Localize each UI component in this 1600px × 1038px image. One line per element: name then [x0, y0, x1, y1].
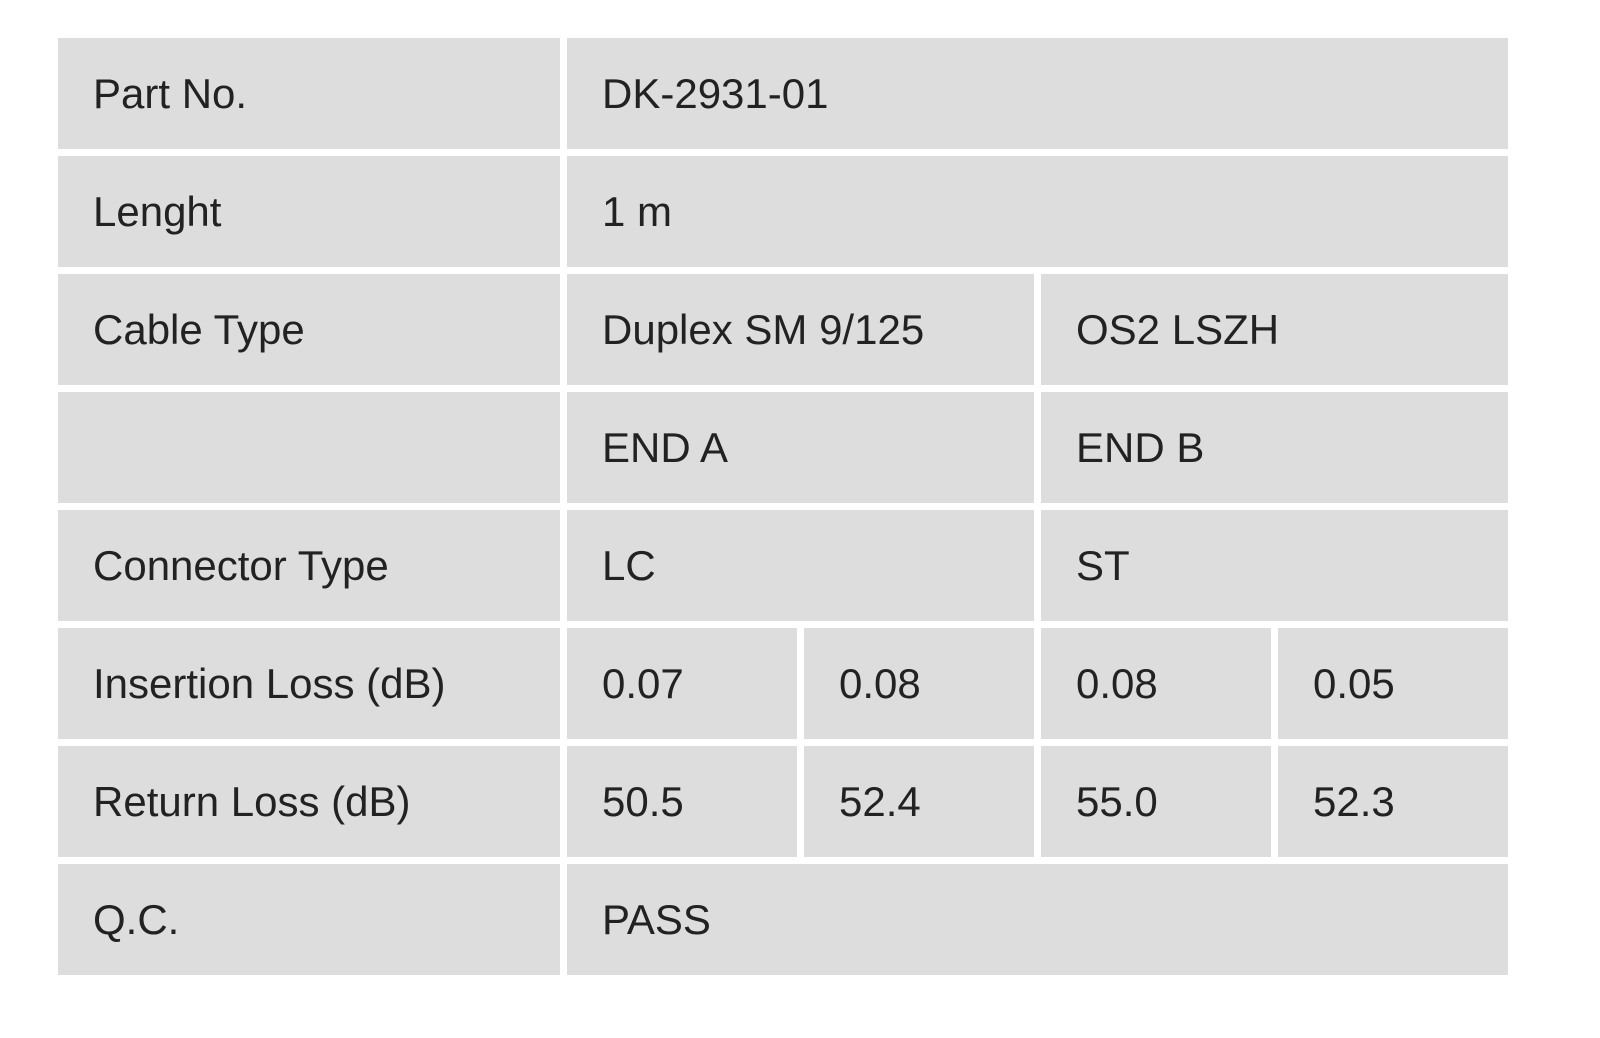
value-cell: 1 m: [567, 156, 1508, 267]
value-cell: 0.08: [1041, 628, 1271, 739]
value-cell: 50.5: [567, 746, 797, 857]
value-cell: Duplex SM 9/125: [567, 274, 1034, 385]
value-cell: PASS: [567, 864, 1508, 975]
value-cell: DK-2931-01: [567, 38, 1508, 149]
value-cell: LC: [567, 510, 1034, 621]
row-label: Connector Type: [58, 510, 560, 621]
value-cell: 0.05: [1278, 628, 1508, 739]
value-cell: 55.0: [1041, 746, 1271, 857]
value-cell: OS2 LSZH: [1041, 274, 1508, 385]
value-cell: END B: [1041, 392, 1508, 503]
spec-table: Part No. DK-2931-01 Lenght 1 m Cable Type Dup…: [58, 38, 1508, 975]
row-label: Lenght: [58, 156, 560, 267]
value-cell: ST: [1041, 510, 1508, 621]
row-label: Cable Type: [58, 274, 560, 385]
empty-cell: [58, 392, 560, 503]
row-label: Q.C.: [58, 864, 560, 975]
value-cell: 0.08: [804, 628, 1034, 739]
value-cell: 52.4: [804, 746, 1034, 857]
value-cell: 52.3: [1278, 746, 1508, 857]
row-label: Return Loss (dB): [58, 746, 560, 857]
value-cell: END A: [567, 392, 1034, 503]
row-label: Part No.: [58, 38, 560, 149]
value-cell: 0.07: [567, 628, 797, 739]
row-label: Insertion Loss (dB): [58, 628, 560, 739]
